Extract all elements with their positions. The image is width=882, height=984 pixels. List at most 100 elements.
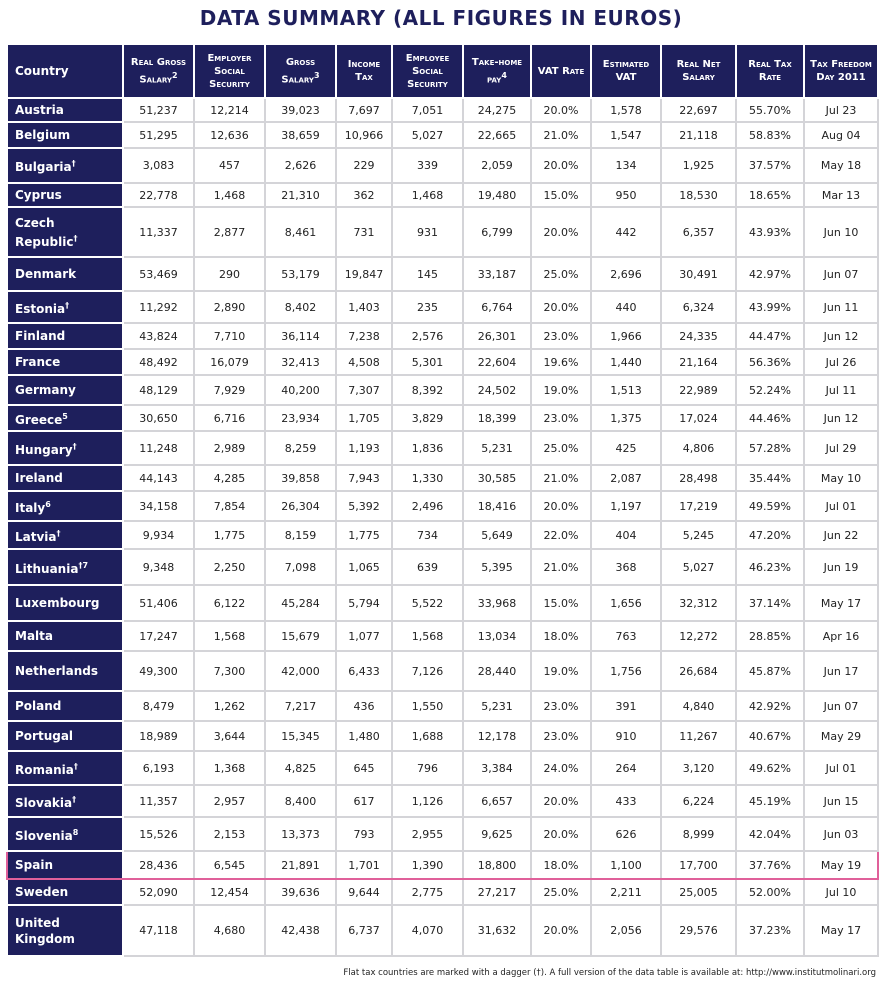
data-cell: 404 [590,520,662,550]
column-header: Employee Social Security [391,43,464,99]
data-cell: 37.14% [735,584,805,622]
data-cell: 4,680 [193,904,266,957]
data-cell: 30,650 [122,404,195,432]
data-cell: 18,399 [462,404,532,432]
data-cell: 18,530 [660,182,737,208]
header-text: Gross Salary [281,56,316,86]
data-cell: 425 [590,430,662,466]
header-row: Country Real Gross Salary2 Employer Social… [6,43,879,99]
data-cell: 42.92% [735,690,805,722]
data-cell: 42.97% [735,256,805,292]
data-cell: 3,083 [122,147,195,184]
data-cell: Jul 01 [803,750,879,786]
data-cell: 4,285 [193,464,266,492]
country-cell: Lithuania†7 [6,548,124,586]
data-cell: 1,390 [391,850,464,880]
country-cell: Hungary† [6,430,124,466]
data-cell: 8,400 [264,784,337,818]
data-cell: 42.04% [735,816,805,852]
data-cell: Jul 23 [803,97,879,123]
data-cell: 1,193 [335,430,393,466]
data-cell: 4,840 [660,690,737,722]
data-cell: 11,248 [122,430,195,466]
table-row: Netherlands 49,300 7,300 42,000 6,433 7,126 28… [6,650,879,692]
data-cell: 6,545 [193,850,266,880]
data-cell: 8,159 [264,520,337,550]
data-cell: 1,688 [391,720,464,752]
header-text: Real Tax Rate [748,59,792,83]
data-cell: 33,968 [462,584,532,622]
data-cell: 12,214 [193,97,266,123]
data-cell: 2,775 [391,878,464,906]
data-cell: 51,295 [122,121,195,149]
data-cell: 20.0% [530,147,592,184]
column-header: Gross Salary3 [264,43,337,99]
data-cell: 436 [335,690,393,722]
data-cell: 28.85% [735,620,805,652]
data-cell: 12,272 [660,620,737,652]
footnote-marker: † [73,761,78,771]
data-cell: Apr 16 [803,620,879,652]
country-name: Poland [15,699,62,713]
data-cell: 22.0% [530,520,592,550]
footnote-marker: 3 [314,70,320,80]
data-cell: 23.0% [530,690,592,722]
data-cell: Aug 04 [803,121,879,149]
country-cell: Finland [6,322,124,350]
country-name: Slovenia [15,828,73,843]
country-name: United Kingdom [15,915,75,946]
footnote-marker: † [71,159,76,168]
data-cell: 1,403 [335,290,393,324]
data-cell: 2,211 [590,878,662,906]
data-cell: 49.59% [735,490,805,522]
data-cell: 21.0% [530,548,592,586]
country-cell: Belgium [6,121,124,149]
data-cell: 4,508 [335,348,393,376]
data-cell: 1,550 [391,690,464,722]
data-cell: 793 [335,816,393,852]
data-cell: 5,027 [391,121,464,149]
data-cell: Mar 13 [803,182,879,208]
data-cell: 22,604 [462,348,532,376]
data-cell: 639 [391,548,464,586]
data-cell: 55.70% [735,97,805,123]
data-cell: 15,679 [264,620,337,652]
data-cell: 11,357 [122,784,195,818]
data-cell: 52.24% [735,374,805,406]
header-text: Real Gross Salary [130,56,187,86]
data-cell: 1,568 [193,620,266,652]
country-name: Slovakia [15,795,73,810]
data-cell: 2,153 [193,816,266,852]
data-cell: 391 [590,690,662,722]
table-row: Cyprus 22,778 1,468 21,310 362 1,468 19,480 15.… [6,182,879,208]
data-cell: 19.0% [530,650,592,692]
data-cell: 5,794 [335,584,393,622]
table-row: Belgium 51,295 12,636 38,659 10,966 5,027 22,6… [6,121,879,149]
data-cell: 20.0% [530,97,592,123]
data-cell: 31,632 [462,904,532,957]
data-cell: 24,335 [660,322,737,350]
data-cell: 763 [590,620,662,652]
country-name: Ireland [15,471,63,485]
country-cell: Slovakia† [6,784,124,818]
data-cell: 45,284 [264,584,337,622]
data-cell: 30,491 [660,256,737,292]
data-cell: 1,656 [590,584,662,622]
data-cell: 1,568 [391,620,464,652]
data-cell: 1,065 [335,548,393,586]
data-cell: 28,440 [462,650,532,692]
data-cell: Jun 11 [803,290,879,324]
country-cell: Germany [6,374,124,406]
data-cell: Jun 17 [803,650,879,692]
data-cell: 5,245 [660,520,737,550]
data-cell: 15,526 [122,816,195,852]
data-cell: 17,700 [660,850,737,880]
data-cell: 28,436 [122,850,195,880]
data-cell: 1,126 [391,784,464,818]
data-cell: 910 [590,720,662,752]
data-cell: 5,649 [462,520,532,550]
data-cell: 21,310 [264,182,337,208]
data-cell: 43.93% [735,206,805,258]
data-cell: 1,440 [590,348,662,376]
data-cell: 9,348 [122,548,195,586]
